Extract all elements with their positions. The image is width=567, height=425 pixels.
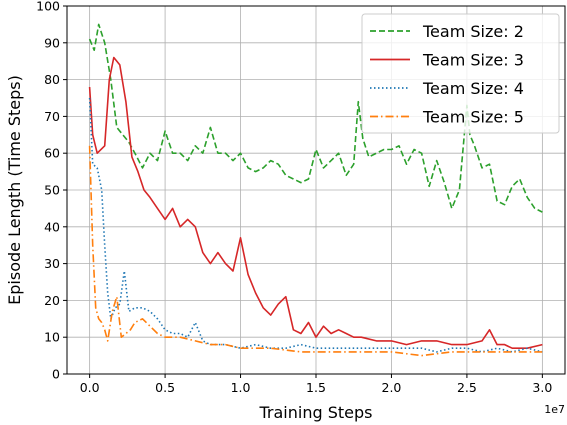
axis-ticks: 0.0 0.5 1.0 1.5 2.0 2.5 3.0 0 10 20 30 40 50 60 70 80 90…: [36, 0, 552, 395]
legend-label: Team Size: 2: [422, 22, 524, 41]
x-axis-offset-label: 1e7: [544, 403, 565, 416]
x-axis-label: Training Steps: [259, 403, 373, 422]
series-line-team-size-4: [88, 97, 543, 353]
x-tick-label: 0.0: [80, 380, 100, 395]
legend-label: Team Size: 4: [422, 79, 524, 98]
y-axis-label: Episode Length (Time Steps): [5, 75, 24, 305]
x-tick-label: 0.5: [155, 380, 175, 395]
y-tick-label: 40: [44, 219, 60, 234]
y-tick-label: 70: [44, 109, 60, 124]
legend-label: Team Size: 3: [422, 51, 524, 70]
y-tick-label: 30: [44, 256, 60, 271]
legend-label: Team Size: 5: [422, 108, 524, 127]
y-tick-label: 90: [44, 35, 60, 50]
x-tick-label: 2.5: [457, 380, 477, 395]
y-tick-label: 0: [52, 367, 60, 382]
series-line-team-size-5: [88, 145, 543, 357]
x-tick-label: 2.0: [382, 380, 402, 395]
y-tick-label: 80: [44, 72, 60, 87]
y-tick-label: 20: [44, 293, 60, 308]
y-tick-label: 50: [44, 183, 60, 198]
y-tick-label: 60: [44, 146, 60, 161]
legend: Team Size: 2 Team Size: 3 Team Size: 4 Team…: [361, 13, 560, 134]
legend-box: [361, 13, 560, 134]
x-tick-label: 3.0: [532, 380, 552, 395]
y-tick-label: 100: [36, 0, 60, 14]
series-line-team-size-3: [88, 56, 543, 350]
x-tick-label: 1.0: [231, 380, 251, 395]
x-tick-label: 1.5: [306, 380, 326, 395]
y-tick-label: 10: [44, 330, 60, 345]
